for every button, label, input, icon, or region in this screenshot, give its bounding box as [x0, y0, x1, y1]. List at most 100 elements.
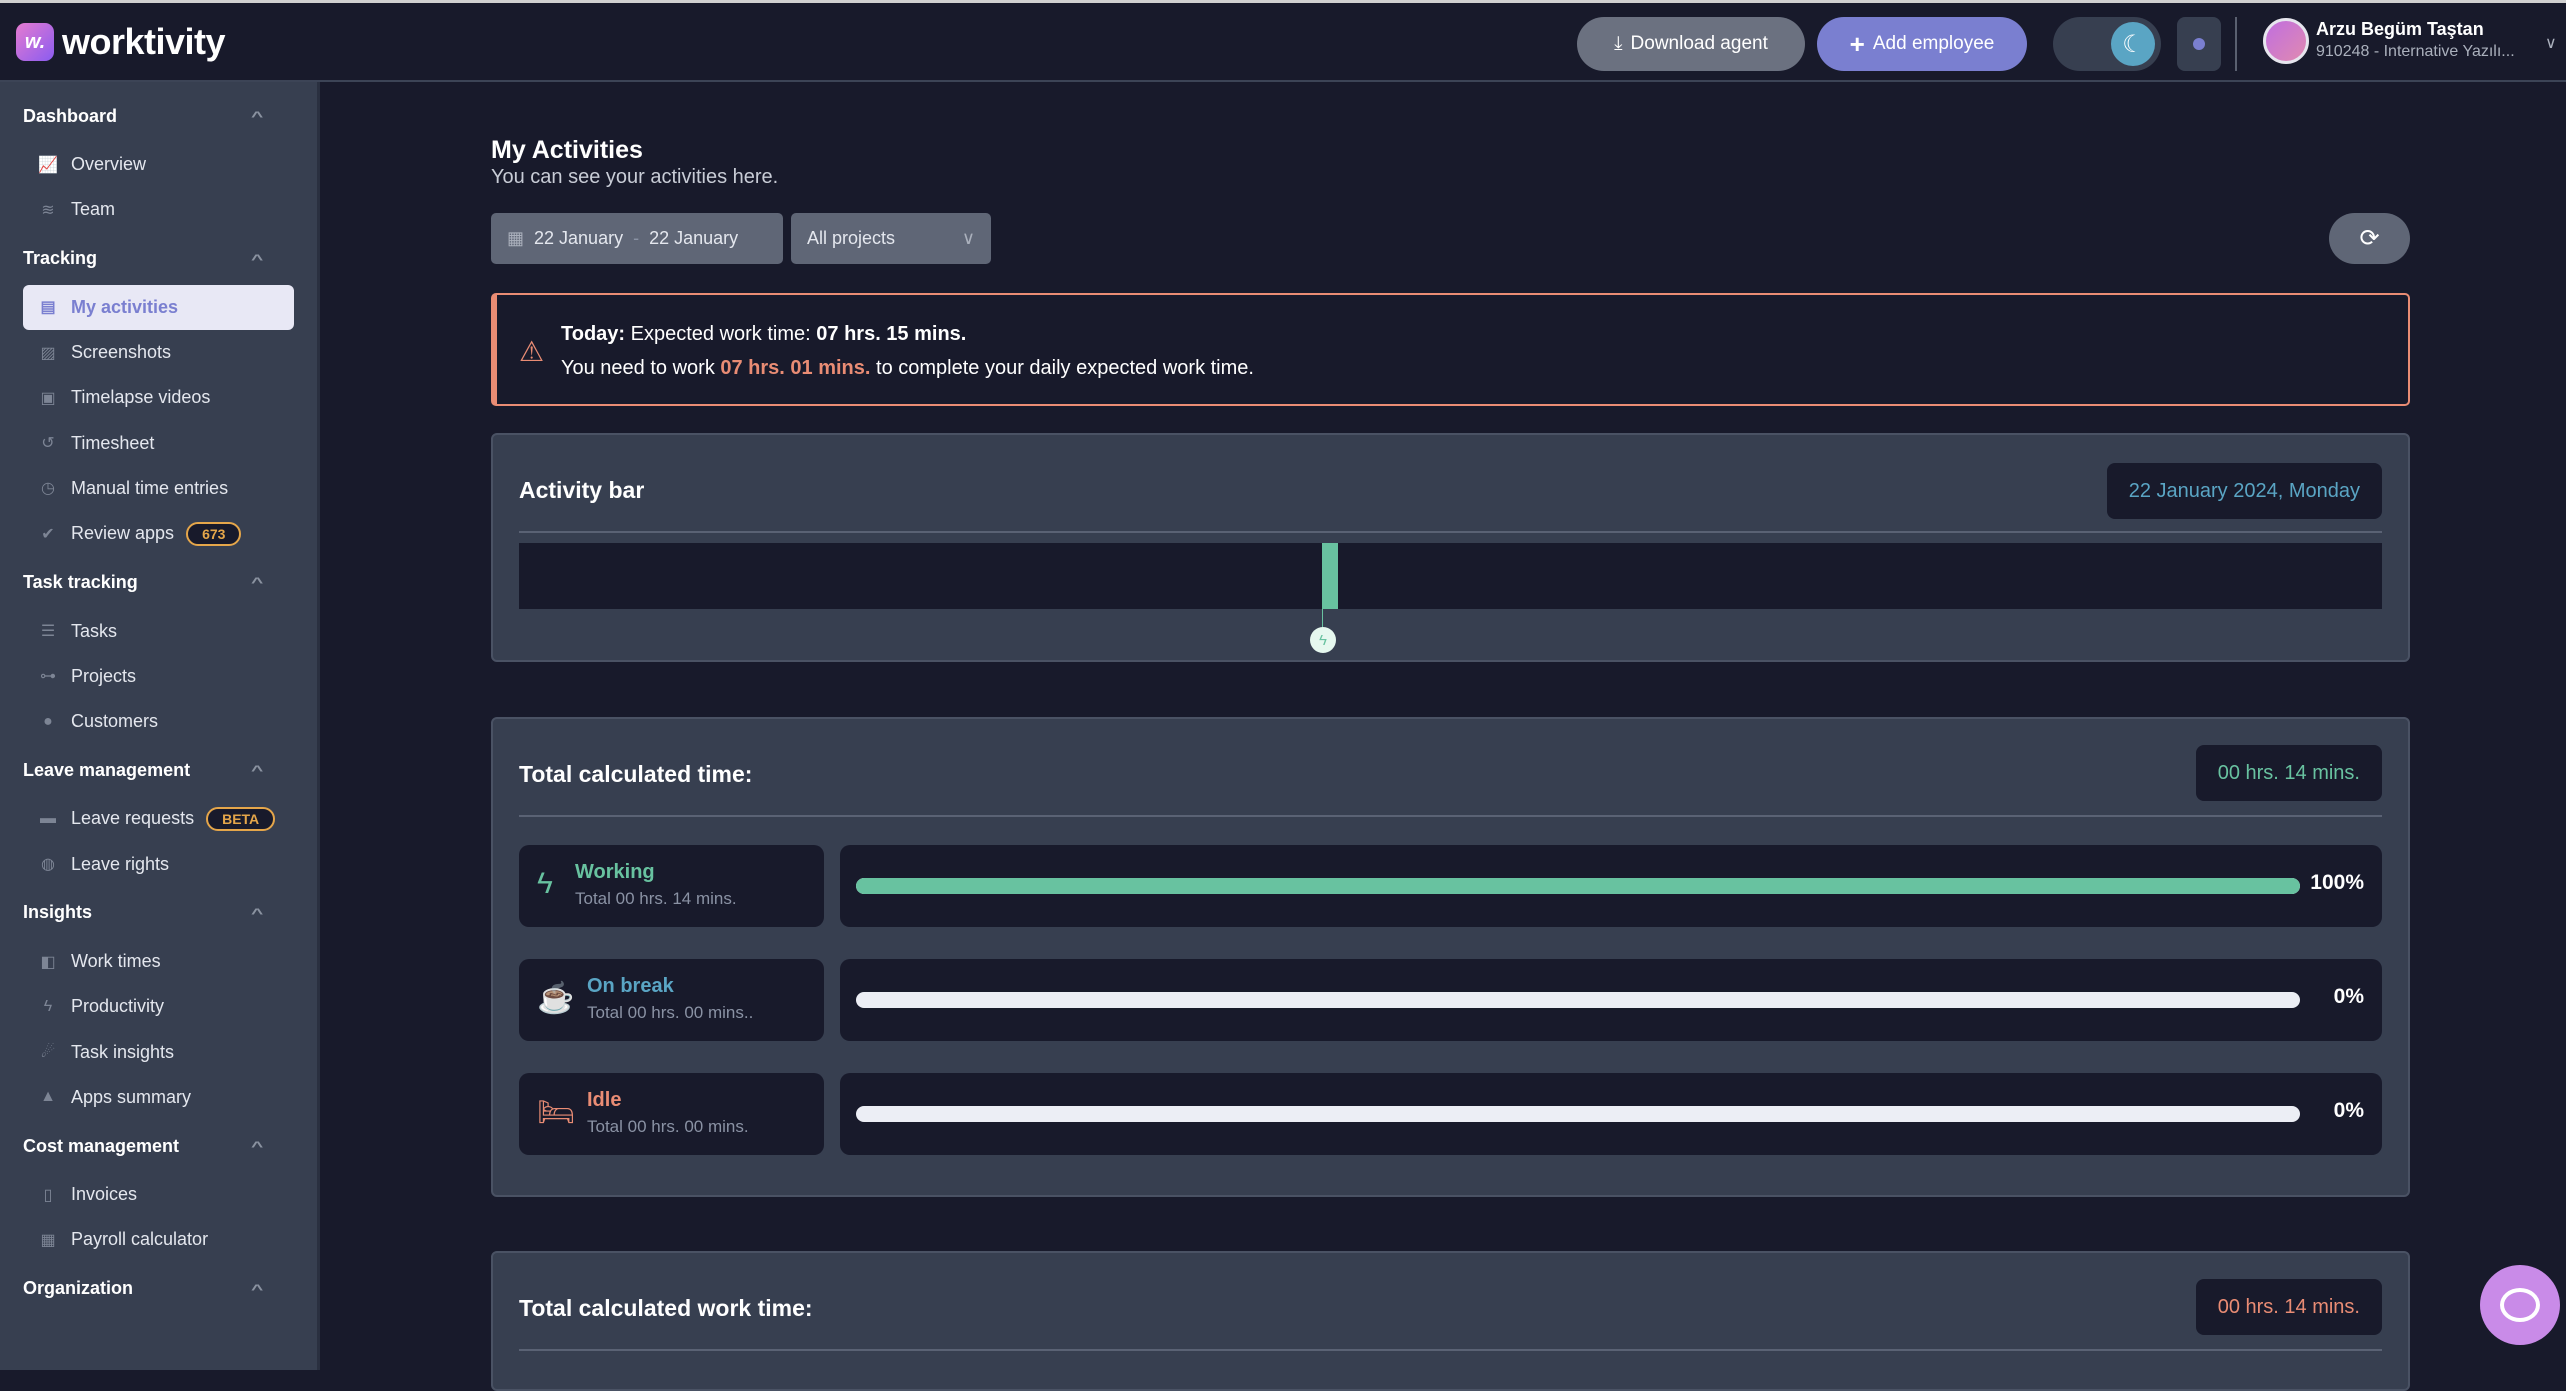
top-bar: w. worktivity ⤓ Download agent + Add emplo… [0, 0, 2566, 82]
sidebar-item-label: Overview [71, 154, 147, 175]
sidebar-section-header[interactable]: Cost management ^ [0, 1120, 317, 1172]
sidebar-item-invoices[interactable]: ▯ Invoices [23, 1172, 294, 1217]
section-title: Tracking [23, 248, 98, 269]
status-row-on-break: ☕ On break Total 00 hrs. 00 mins.. 0% [519, 959, 2382, 1041]
logo-mark-icon: w. [16, 23, 54, 61]
status-button[interactable] [2177, 17, 2221, 71]
activity-timeline[interactable]: ϟ [519, 543, 2382, 653]
sidebar-section-header[interactable]: Insights ^ [0, 887, 317, 939]
theme-toggle[interactable]: ☾ [2053, 17, 2161, 71]
chat-button[interactable] [2480, 1265, 2560, 1345]
sidebar-item-label: Tasks [71, 620, 118, 641]
expected-time-alert: ⚠ Today: Expected work time: 07 hrs. 15 … [491, 293, 2410, 406]
section-title: Task tracking [23, 571, 138, 592]
sidebar-item-work-times[interactable]: ◧ Work times [23, 939, 294, 984]
page-title: My Activities [491, 136, 643, 164]
sidebar-item-label: Customers [71, 711, 159, 732]
sidebar-badge: BETA [206, 806, 276, 831]
chart-line-icon: 📈 [38, 156, 58, 174]
status-row-working: ϟ Working Total 00 hrs. 14 mins. 100% [519, 845, 2382, 927]
sidebar-section-header[interactable]: Task tracking ^ [0, 556, 317, 608]
sidebar-item-customers[interactable]: ● Customers [23, 699, 294, 744]
sidebar-item-screenshots[interactable]: ▨ Screenshots [23, 330, 294, 375]
chat-icon [2500, 1288, 2540, 1322]
date-range-picker[interactable]: ▦ 22 January - 22 January [491, 213, 783, 264]
bolt-marker-icon[interactable]: ϟ [1310, 627, 1336, 653]
chevron-up-icon[interactable]: ^ [250, 108, 264, 124]
sidebar-section-header[interactable]: Dashboard ^ [0, 90, 317, 142]
sidebar-item-leave-rights[interactable]: ◍ Leave rights [23, 842, 294, 887]
sidebar-item-label: Timesheet [71, 432, 155, 453]
sitemap-icon: ⊶ [40, 668, 56, 686]
sidebar-item-task-insights[interactable]: ☄ Task insights [23, 1029, 294, 1074]
chevron-up-icon[interactable]: ^ [250, 250, 264, 267]
user-organization: 910248 - Internative Yazılı... [2316, 43, 2515, 60]
status-total: Total 00 hrs. 00 mins. [587, 1117, 749, 1136]
sidebar-item-timesheet[interactable]: ↺ Timesheet [23, 420, 294, 465]
download-agent-button[interactable]: ⤓ Download agent [1577, 17, 1805, 71]
total-time-title: Total calculated time: [519, 761, 753, 787]
alert-need-suffix: to complete your daily expected work tim… [870, 357, 1254, 379]
section-title: Dashboard [23, 105, 118, 126]
refresh-icon: ⟳ [2359, 225, 2380, 252]
date-from: 22 January [534, 228, 624, 248]
status-total: Total 00 hrs. 00 mins.. [587, 1003, 754, 1022]
working-segment[interactable] [1322, 543, 1338, 609]
date-to: 22 January [649, 228, 739, 248]
status-name: On break [587, 975, 674, 997]
sidebar-item-payroll-calculator[interactable]: ▦ Payroll calculator [23, 1217, 294, 1262]
sidebar-item-review-apps[interactable]: ✔ Review apps 673 [23, 511, 294, 556]
sidebar-item-projects[interactable]: ⊶ Projects [23, 654, 294, 699]
work-time-badge: 00 hrs. 14 mins. [2195, 1279, 2382, 1335]
bolt-icon: ϟ [43, 997, 53, 1015]
progress-bar [856, 992, 2300, 1008]
chevron-down-icon[interactable]: ∨ [2545, 35, 2557, 52]
date-separator: - [633, 228, 640, 248]
sidebar-item-label: Task insights [71, 1041, 175, 1062]
sidebar-item-team[interactable]: ≋ Team [23, 187, 294, 232]
refresh-button[interactable]: ⟳ [2329, 213, 2410, 264]
sidebar-item-leave-requests[interactable]: ▬ Leave requests BETA [23, 796, 294, 841]
marker-line [1322, 609, 1323, 629]
chevron-up-icon[interactable]: ^ [250, 1280, 264, 1297]
calculator-icon: ▦ [40, 1231, 56, 1249]
chevron-up-icon[interactable]: ^ [250, 574, 264, 591]
layers-icon: ≋ [41, 201, 55, 219]
sidebar-section-header[interactable]: Organization ^ [0, 1263, 317, 1315]
chevron-up-icon[interactable]: ^ [250, 762, 264, 779]
user-name[interactable]: Arzu Begüm Taştan [2316, 19, 2484, 39]
page-subtitle: You can see your activities here. [491, 166, 779, 188]
status-label-box: ☕ On break Total 00 hrs. 00 mins.. [519, 959, 824, 1041]
sidebar-item-productivity[interactable]: ϟ Productivity [23, 984, 294, 1029]
list-check-icon: ☰ [40, 623, 56, 641]
section-title: Leave management [23, 759, 191, 780]
logo[interactable]: w. worktivity [16, 21, 226, 63]
activity-bar-title: Activity bar [519, 477, 645, 503]
sidebar-item-label: Work times [71, 951, 161, 971]
logo-text: worktivity [62, 21, 226, 62]
project-select[interactable]: All projects ∨ [791, 213, 991, 264]
status-progress-box: 0% [840, 959, 2382, 1041]
chevron-up-icon[interactable]: ^ [250, 904, 264, 921]
sidebar-section-header[interactable]: Leave management ^ [0, 744, 317, 796]
divider [519, 531, 2382, 533]
divider [2235, 17, 2237, 71]
divider [519, 815, 2382, 817]
sidebar-item-apps-summary[interactable]: ▲ Apps summary [23, 1075, 294, 1120]
sidebar-item-my-activities[interactable]: ▤ My activities [23, 284, 294, 330]
plus-icon: + [1849, 28, 1865, 59]
sidebar-item-overview[interactable]: 📈 Overview [23, 142, 294, 187]
sidebar-item-tasks[interactable]: ☰ Tasks [23, 608, 294, 653]
chevron-up-icon[interactable]: ^ [250, 1138, 264, 1155]
sidebar-item-timelapse-videos[interactable]: ▣ Timelapse videos [23, 375, 294, 420]
work-time-title: Total calculated work time: [519, 1295, 813, 1321]
sidebar-section-header[interactable]: Tracking ^ [0, 233, 317, 285]
alert-need-value: 07 hrs. 01 mins. [720, 357, 871, 379]
suitcase-icon: ▬ [40, 809, 56, 827]
film-icon: ▣ [40, 389, 56, 407]
add-employee-button[interactable]: + Add employee [1817, 17, 2027, 71]
sidebar-item-manual-time-entries[interactable]: ◷ Manual time entries [23, 466, 294, 511]
user-tie-icon: ● [43, 712, 53, 730]
briefcase-clock-icon: ◧ [40, 953, 56, 971]
avatar[interactable] [2263, 18, 2309, 64]
